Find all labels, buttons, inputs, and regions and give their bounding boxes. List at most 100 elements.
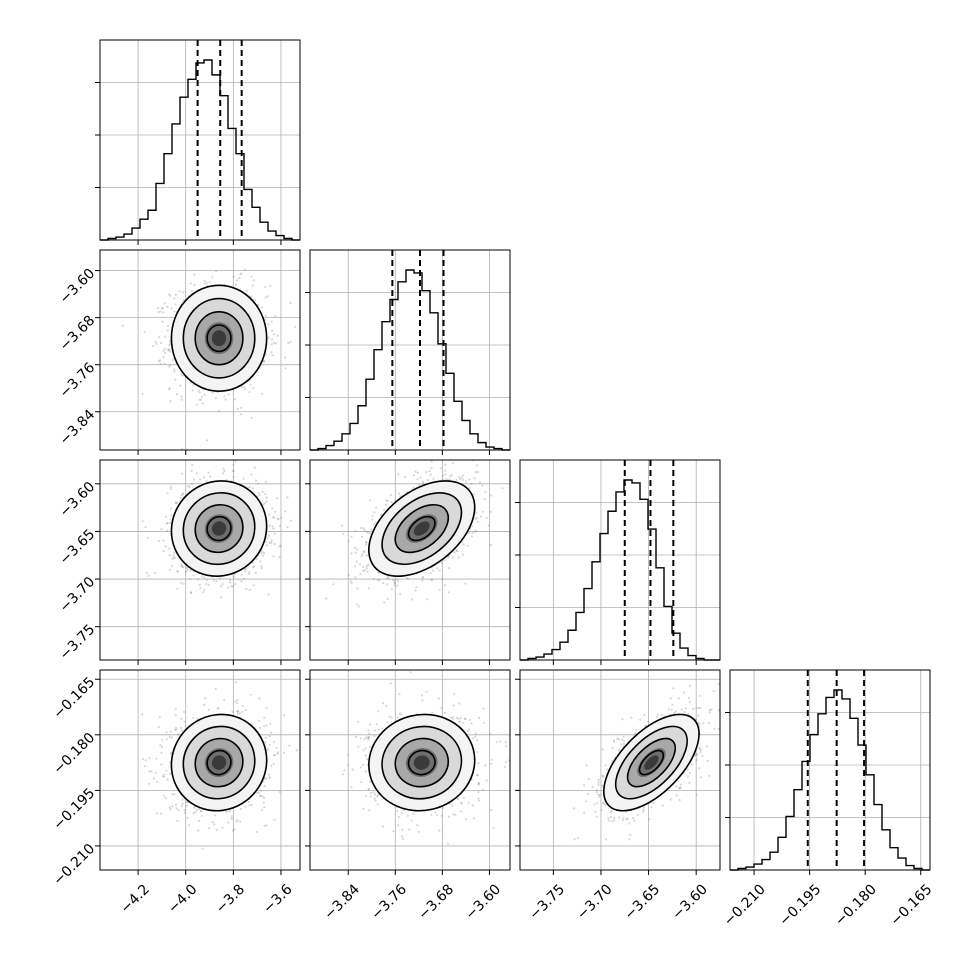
scatter-point bbox=[253, 565, 256, 568]
scatter-point bbox=[165, 738, 168, 741]
scatter-point bbox=[269, 284, 272, 287]
scatter-point bbox=[176, 570, 179, 573]
scatter-point bbox=[256, 830, 259, 834]
scatter-point bbox=[470, 482, 473, 486]
scatter-point bbox=[249, 693, 253, 696]
scatter-point bbox=[228, 810, 231, 813]
scatter-point bbox=[254, 479, 258, 482]
scatter-point bbox=[202, 591, 205, 594]
scatter-point bbox=[250, 275, 253, 278]
histogram-1 bbox=[310, 269, 510, 451]
scatter-point bbox=[179, 384, 182, 387]
scatter-point bbox=[265, 824, 268, 827]
scatter-point bbox=[223, 698, 226, 702]
scatter-point bbox=[232, 829, 235, 832]
scatter-point bbox=[472, 531, 475, 534]
scatter-point bbox=[204, 697, 207, 700]
scatter-point bbox=[157, 726, 160, 729]
scatter-point bbox=[143, 330, 146, 333]
scatter-point bbox=[416, 478, 419, 481]
joint-panel-0-1 bbox=[121, 268, 297, 450]
scatter-point bbox=[428, 470, 431, 473]
scatter-point bbox=[141, 392, 144, 396]
scatter-point bbox=[162, 356, 165, 359]
scatter-point bbox=[475, 511, 478, 514]
scatter-point bbox=[431, 569, 435, 572]
scatter-point bbox=[240, 573, 243, 577]
contour-0 bbox=[206, 324, 232, 353]
scatter-point bbox=[458, 476, 461, 479]
scatter-point bbox=[244, 570, 247, 573]
scatter-point bbox=[205, 583, 208, 586]
scatter-point bbox=[161, 307, 164, 310]
scatter-point bbox=[462, 474, 465, 477]
scatter-point bbox=[244, 805, 247, 808]
scatter-point bbox=[268, 776, 271, 779]
scatter-point bbox=[219, 585, 222, 588]
scatter-point bbox=[180, 494, 183, 497]
scatter-point bbox=[470, 535, 474, 538]
scatter-point bbox=[375, 506, 378, 509]
scatter-point bbox=[234, 582, 237, 586]
scatter-point bbox=[367, 563, 370, 567]
scatter-point bbox=[270, 539, 273, 542]
scatter-point bbox=[160, 307, 163, 310]
scatter-point bbox=[270, 343, 273, 346]
scatter-point bbox=[182, 291, 185, 294]
contour-3 bbox=[368, 480, 476, 577]
scatter-point bbox=[197, 389, 200, 392]
scatter-point bbox=[278, 524, 282, 528]
scatter-point bbox=[233, 828, 236, 831]
scatter-point bbox=[221, 583, 224, 586]
scatter-point bbox=[412, 474, 415, 477]
scatter-point bbox=[404, 475, 407, 478]
scatter-point bbox=[284, 510, 287, 513]
scatter-point bbox=[261, 490, 264, 494]
scatter-point bbox=[421, 579, 424, 582]
scatter-point bbox=[180, 472, 183, 475]
scatter-point bbox=[260, 306, 263, 309]
scatter-point bbox=[169, 294, 172, 297]
scatter-point bbox=[203, 588, 206, 591]
scatter-point bbox=[160, 528, 163, 531]
scatter-point bbox=[156, 307, 159, 310]
x-tick-label: −0.180 bbox=[832, 881, 880, 929]
scatter-point bbox=[421, 576, 424, 579]
scatter-point bbox=[267, 336, 270, 339]
scatter-point bbox=[362, 550, 365, 553]
scatter-point bbox=[192, 812, 195, 815]
scatter-point bbox=[480, 515, 483, 518]
scatter-point bbox=[174, 293, 177, 296]
panel-frame-0-0 bbox=[99, 39, 301, 241]
scatter-point bbox=[233, 398, 236, 401]
scatter-point bbox=[163, 773, 166, 776]
scatter-point bbox=[188, 485, 191, 488]
scatter-point bbox=[189, 591, 192, 594]
scatter-point bbox=[237, 709, 240, 713]
scatter-point bbox=[462, 543, 465, 546]
scatter-point bbox=[181, 566, 185, 569]
scatter-point bbox=[260, 551, 263, 555]
scatter-point bbox=[164, 545, 167, 548]
scatter-point bbox=[159, 341, 163, 344]
scatter-point bbox=[170, 564, 173, 568]
scatter-point bbox=[148, 757, 151, 760]
scatter-point bbox=[372, 578, 375, 581]
scatter-point bbox=[475, 516, 478, 519]
scatter-point bbox=[288, 744, 291, 747]
scatter-point bbox=[393, 579, 396, 582]
scatter-point bbox=[353, 546, 357, 550]
scatter-point bbox=[425, 471, 428, 474]
scatter-point bbox=[173, 793, 176, 796]
scatter-point bbox=[180, 805, 183, 808]
scatter-point bbox=[159, 362, 162, 365]
scatter-point bbox=[175, 393, 179, 396]
scatter-point bbox=[271, 329, 274, 332]
scatter-point bbox=[244, 568, 247, 571]
scatter-point bbox=[236, 713, 240, 716]
scatter-point bbox=[273, 532, 276, 535]
scatter-point bbox=[209, 475, 212, 478]
scatter-point bbox=[368, 532, 371, 535]
scatter-point bbox=[145, 571, 148, 574]
scatter-point bbox=[405, 577, 408, 580]
